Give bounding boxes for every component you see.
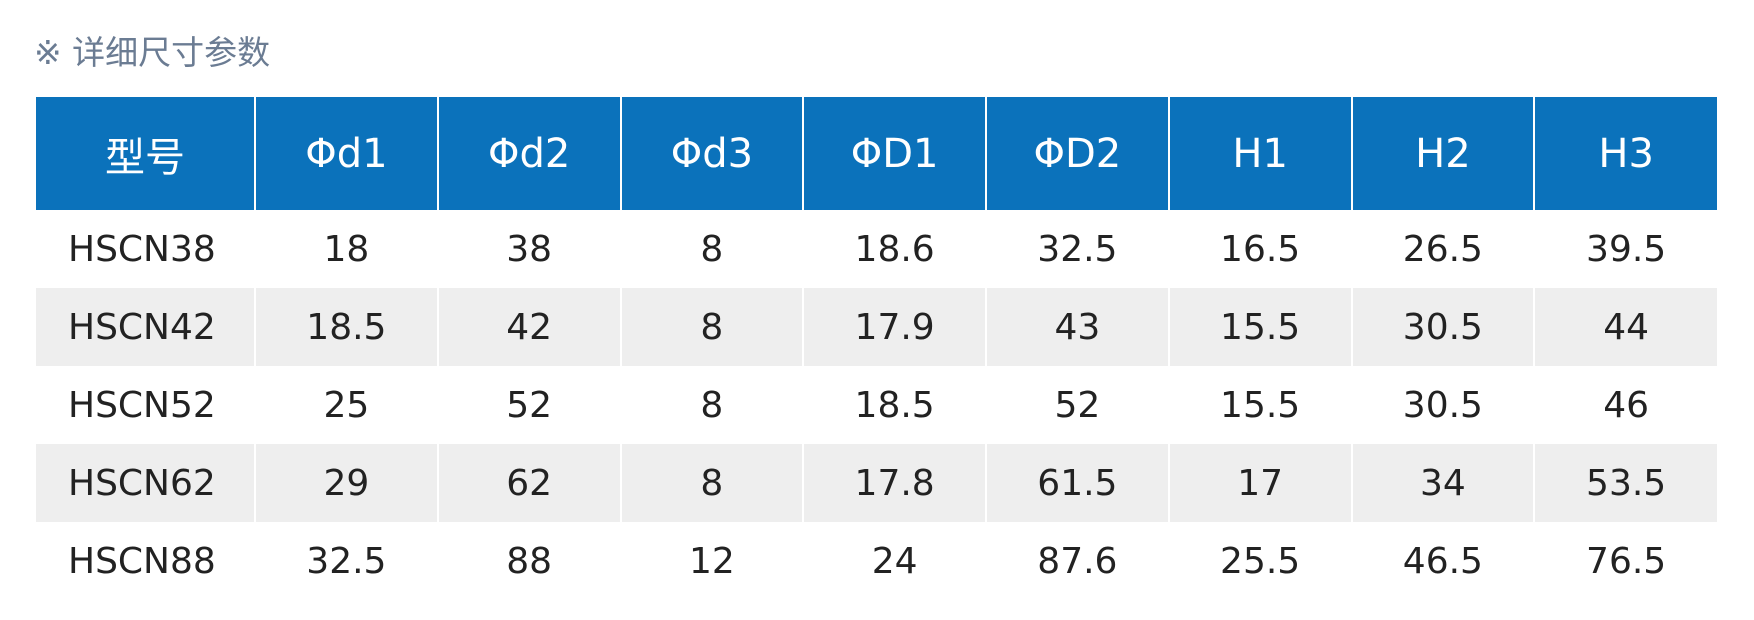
header-d2: Φd2 <box>436 97 621 210</box>
header-d1: Φd1 <box>254 97 438 210</box>
header-D2: ΦD2 <box>985 97 1169 210</box>
cell-value: 46.5 <box>1350 522 1535 600</box>
table-row: HSCN38 18 38 8 18.6 32.5 16.5 26.5 39.5 <box>36 210 1717 288</box>
cell-model: HSCN52 <box>68 384 216 426</box>
cell-value: 43 <box>985 288 1169 366</box>
cell-value: 17.9 <box>802 288 986 366</box>
cell-value: 18.5 <box>254 288 438 366</box>
cell-value: 17 <box>1167 444 1352 522</box>
cell-value: 52 <box>436 366 621 444</box>
cell-value: 30.5 <box>1350 288 1535 366</box>
cell-model: HSCN38 <box>68 228 216 270</box>
cell-value: 26.5 <box>1350 210 1535 288</box>
header-h1: H1 <box>1167 97 1352 210</box>
cell-model: HSCN62 <box>36 444 255 522</box>
cell-value: 8 <box>619 288 804 366</box>
cell-value: 52 <box>985 366 1169 444</box>
table-row: HSCN42 18.5 42 8 17.9 43 15.5 30.5 44 <box>36 288 1717 366</box>
cell-value: 53.5 <box>1533 444 1717 522</box>
cell-value: 15.5 <box>1167 288 1352 366</box>
cell-value: 34 <box>1350 444 1535 522</box>
cell-model: HSCN42 <box>36 288 255 366</box>
section-title: ※ 详细尺寸参数 <box>34 33 271 72</box>
cell-value: 39.5 <box>1533 210 1717 288</box>
cell-value: 18.5 <box>802 366 986 444</box>
table-row: HSCN62 29 62 8 17.8 61.5 17 34 53.5 <box>36 444 1717 522</box>
cell-value: 25.5 <box>1167 522 1352 600</box>
cell-value: 76.5 <box>1533 522 1717 600</box>
cell-value: 62 <box>436 444 621 522</box>
cell-model: HSCN88 <box>68 540 216 582</box>
cell-value: 24 <box>802 522 986 600</box>
cell-value: 8 <box>619 210 804 288</box>
cell-value: 18.6 <box>802 210 986 288</box>
table-row: HSCN52 25 52 8 18.5 52 15.5 30.5 46 <box>36 366 1717 444</box>
cell-value: 44 <box>1533 288 1717 366</box>
cell-value: 46 <box>1533 366 1717 444</box>
cell-value: 12 <box>619 522 804 600</box>
cell-value: 15.5 <box>1167 366 1352 444</box>
cell-value: 32.5 <box>254 522 438 600</box>
cell-value: 18 <box>254 210 438 288</box>
cell-value: 42 <box>436 288 621 366</box>
cell-value: 8 <box>619 444 804 522</box>
cell-value: 87.6 <box>985 522 1169 600</box>
cell-value: 16.5 <box>1167 210 1352 288</box>
table-row: HSCN88 32.5 88 12 24 87.6 25.5 46.5 76.5 <box>36 522 1717 600</box>
cell-value: 17.8 <box>802 444 986 522</box>
header-model: 型号 <box>36 97 255 210</box>
cell-value: 25 <box>254 366 438 444</box>
header-D1: ΦD1 <box>802 97 986 210</box>
header-d3: Φd3 <box>619 97 804 210</box>
cell-value: 29 <box>254 444 438 522</box>
table-header-row: 型号 Φd1 Φd2 Φd3 ΦD1 ΦD2 H1 H2 H3 <box>36 97 1717 210</box>
cell-value: 38 <box>436 210 621 288</box>
header-h3: H3 <box>1533 97 1717 210</box>
cell-value: 61.5 <box>985 444 1169 522</box>
dimension-spec-table: 型号 Φd1 Φd2 Φd3 ΦD1 ΦD2 H1 H2 H3 HSCN38 1… <box>36 97 1717 600</box>
cell-value: 8 <box>619 366 804 444</box>
cell-value: 88 <box>436 522 621 600</box>
cell-value: 32.5 <box>985 210 1169 288</box>
header-h2: H2 <box>1350 97 1535 210</box>
cell-value: 30.5 <box>1350 366 1535 444</box>
